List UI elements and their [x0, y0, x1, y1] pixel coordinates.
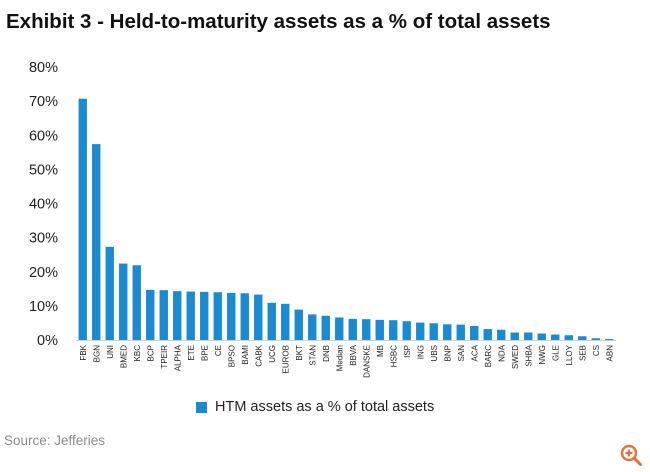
- bar-bami: [240, 293, 249, 340]
- bar-barc: [483, 329, 492, 340]
- y-tick-label: 60%: [29, 128, 58, 144]
- x-tick-label: CABK: [254, 344, 263, 366]
- bar-median: [335, 317, 344, 340]
- x-tick-label: FBK: [79, 344, 88, 360]
- x-tick-label: ETE: [187, 345, 196, 361]
- x-tick-label: BNP: [443, 345, 452, 361]
- x-tick-label: NWG: [538, 345, 547, 365]
- x-tick-label: LLOY: [565, 344, 574, 365]
- bar-san: [456, 324, 465, 340]
- bar-dnb: [321, 315, 330, 340]
- bar-seb: [578, 336, 587, 340]
- bar-bpso: [227, 292, 236, 340]
- chart-title: Exhibit 3 - Held-to-maturity assets as a…: [6, 10, 551, 33]
- bar-ete: [186, 291, 195, 340]
- x-tick-label: BCP: [146, 345, 155, 361]
- bar-mb: [375, 319, 384, 340]
- x-tick-label: EUROB: [281, 345, 290, 373]
- bar-hsbc: [389, 320, 398, 340]
- x-tick-label: CS: [592, 345, 601, 356]
- legend-label: HTM assets as a % of total assets: [215, 399, 435, 415]
- x-tick-label: ALPHA: [173, 344, 182, 371]
- bar-lloy: [564, 335, 573, 340]
- bar-alpha: [173, 291, 182, 340]
- bar-kbc: [132, 265, 141, 340]
- legend: HTM assets as a % of total assets: [196, 399, 434, 415]
- legend-swatch: [196, 401, 207, 413]
- y-tick-label: 50%: [29, 162, 58, 178]
- y-tick-label: 0%: [37, 333, 58, 349]
- bar-bgn: [92, 144, 101, 340]
- x-tick-label: KBC: [133, 345, 142, 362]
- bar-gle: [551, 334, 560, 340]
- bar-bmed: [119, 263, 128, 340]
- bar-bbva: [348, 318, 357, 340]
- x-tick-label: SEB: [578, 345, 587, 361]
- x-tick-label: CE: [214, 345, 223, 356]
- bar-swed: [510, 332, 519, 340]
- bar-ce: [213, 292, 222, 340]
- bar-fbk: [78, 98, 87, 341]
- bar-cs: [591, 338, 600, 340]
- x-tick-label: DNB: [322, 345, 331, 362]
- x-tick-label: BGN: [92, 345, 101, 363]
- bar-aca: [470, 326, 479, 340]
- bar-bnp: [443, 324, 452, 340]
- y-tick-label: 10%: [29, 299, 58, 315]
- bar-eurob: [281, 303, 290, 340]
- x-tick-label: Median: [335, 345, 344, 371]
- x-tick-label: GLE: [551, 345, 560, 361]
- y-tick-label: 80%: [29, 60, 58, 76]
- bar-ubs: [429, 323, 438, 340]
- bar-series: [78, 98, 614, 341]
- x-tick-label: ABN: [605, 345, 614, 362]
- bar-bpe: [200, 291, 209, 340]
- y-axis: 0% 10% 20% 30% 40% 50% 60% 70% 80%: [29, 60, 58, 349]
- x-tick-label: SWED: [511, 345, 520, 369]
- zoom-in-icon[interactable]: [619, 443, 643, 467]
- x-tick-label: BAMI: [241, 345, 250, 365]
- bar-ing: [416, 322, 425, 340]
- x-tick-label: BKT: [295, 345, 304, 361]
- y-tick-label: 70%: [29, 94, 58, 110]
- bar-isp: [402, 321, 411, 340]
- x-tick-label: MB: [376, 345, 385, 357]
- x-tick-label: ISP: [403, 345, 412, 358]
- bar-ucg: [267, 302, 276, 340]
- x-tick-label: BPE: [200, 345, 209, 361]
- x-tick-label: BPSO: [227, 345, 236, 367]
- y-tick-label: 40%: [29, 197, 58, 213]
- x-tick-label: TPEIR: [160, 345, 169, 369]
- x-tick-label: NDA: [497, 344, 506, 362]
- x-tick-label: BBVA: [349, 344, 358, 365]
- bar-stan: [308, 314, 317, 340]
- x-tick-label: ACA: [470, 344, 479, 361]
- x-tick-label: UBS: [430, 345, 439, 361]
- bar-danske: [362, 319, 371, 340]
- bar-shba: [524, 332, 533, 340]
- bar-nwg: [537, 333, 546, 340]
- x-tick-label: ING: [416, 345, 425, 359]
- x-tick-label: UCG: [268, 345, 277, 363]
- y-tick-label: 30%: [29, 231, 58, 247]
- bar-uni: [105, 246, 114, 340]
- x-tick-label: SAN: [457, 345, 466, 362]
- x-tick-label: DANSKE: [362, 345, 371, 378]
- x-axis: FBK BGN UNI BMED KBC BCP TPEIR ALPHA ETE BPE CE BPS…: [79, 344, 615, 378]
- x-tick-label: BARC: [484, 345, 493, 367]
- bar-cabk: [254, 294, 263, 340]
- x-tick-label: STAN: [308, 345, 317, 366]
- x-tick-label: UNI: [106, 345, 115, 359]
- bar-tpeir: [159, 290, 168, 340]
- source-note: Source: Jefferies: [4, 433, 106, 448]
- y-tick-label: 20%: [29, 265, 58, 281]
- x-tick-label: BMED: [119, 345, 128, 368]
- x-tick-label: HSBC: [389, 345, 398, 367]
- bar-nda: [497, 329, 506, 340]
- bar-abn: [605, 338, 614, 340]
- bar-bkt: [294, 309, 303, 340]
- bar-bcp: [146, 289, 155, 340]
- x-tick-label: SHBA: [524, 344, 533, 366]
